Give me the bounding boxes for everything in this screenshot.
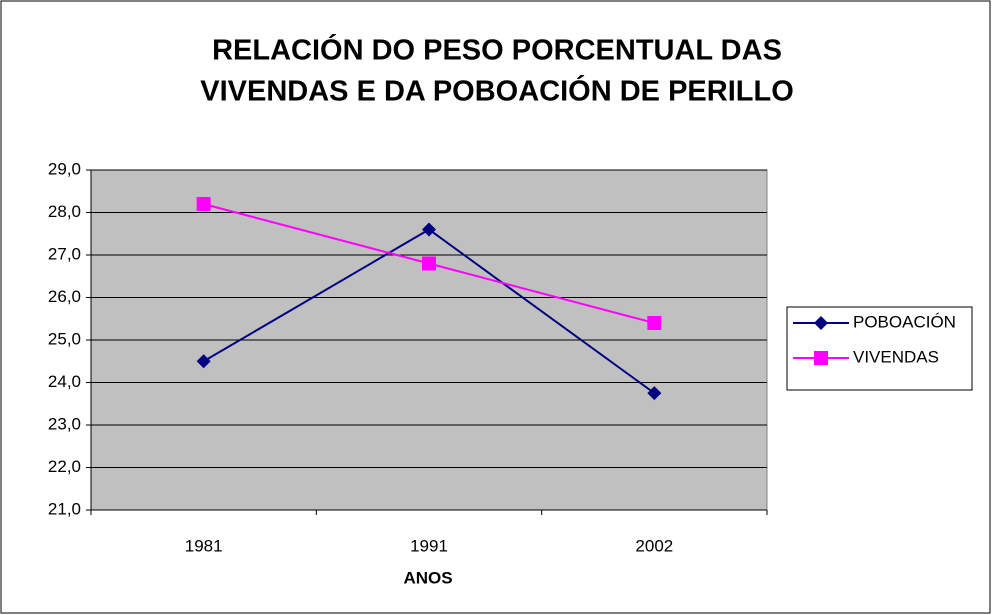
x-tick-label: 1981 <box>185 536 223 555</box>
y-tick-label: 27,0 <box>48 244 81 263</box>
chart-title: VIVENDAS E DA POBOACIÓN DE PERILLO <box>200 74 794 108</box>
data-point <box>647 316 662 330</box>
legend-label: POBOACIÓN <box>853 312 956 331</box>
legend-label: VIVENDAS <box>853 347 939 366</box>
y-tick-label: 29,0 <box>48 159 81 178</box>
y-tick-label: 22,0 <box>48 457 81 476</box>
y-tick-label: 23,0 <box>48 414 81 433</box>
x-axis-label: ANOS <box>403 568 452 587</box>
y-tick-label: 25,0 <box>48 329 81 348</box>
y-tick-label: 26,0 <box>48 287 81 306</box>
data-point <box>196 197 211 211</box>
data-point <box>196 354 211 369</box>
data-point <box>422 222 436 237</box>
data-point <box>647 386 662 401</box>
legend-marker <box>814 316 828 330</box>
data-point <box>422 256 436 271</box>
y-tick-label: 21,0 <box>48 499 81 518</box>
chart-title: RELACIÓN DO PESO PORCENTUAL DAS <box>212 33 782 67</box>
y-tick-label: 28,0 <box>48 202 81 221</box>
x-tick-label: 2002 <box>635 536 673 555</box>
y-tick-label: 24,0 <box>48 372 81 391</box>
legend-marker <box>814 351 828 365</box>
x-tick-label: 1991 <box>410 536 448 555</box>
